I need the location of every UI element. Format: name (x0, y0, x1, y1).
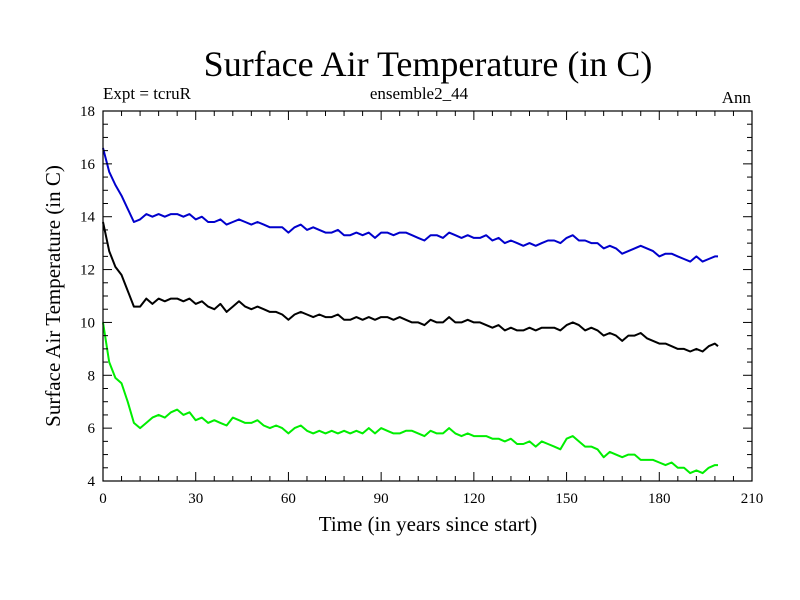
season-label: Ann (722, 88, 752, 107)
x-tick-label: 210 (741, 491, 764, 507)
y-tick-label: 18 (80, 104, 95, 120)
chart-title: Surface Air Temperature (in C) (204, 44, 653, 84)
series-line-2 (102, 221, 719, 353)
x-tick-label: 90 (374, 491, 389, 507)
plot-frame (102, 110, 753, 482)
x-tick-label: 150 (555, 491, 578, 507)
axis-tick-labels: 0 30 60 90 120 150 180 210 4 6 8 10 12 14 16 18 (80, 104, 763, 507)
y-tick-label: 10 (80, 315, 95, 331)
series-line-3 (102, 322, 718, 475)
experiment-label: Expt = tcruR (103, 84, 192, 103)
y-tick-label: 12 (80, 263, 95, 279)
y-tick-label: 4 (88, 474, 96, 490)
ensemble-label: ensemble2_44 (370, 84, 469, 103)
plot-lines (102, 147, 719, 475)
axis-ticks (102, 110, 753, 482)
x-axis-label: Time (in years since start) (319, 512, 538, 536)
x-tick-label: 120 (463, 491, 486, 507)
y-tick-label: 14 (80, 210, 96, 226)
x-tick-label: 30 (188, 491, 203, 507)
x-tick-label: 180 (648, 491, 671, 507)
x-tick-label: 0 (99, 491, 107, 507)
y-axis-label: Surface Air Temperature (in C) (41, 165, 65, 427)
series-line-1 (102, 147, 718, 263)
x-tick-label: 60 (281, 491, 296, 507)
y-tick-label: 6 (88, 421, 96, 437)
y-tick-label: 8 (88, 368, 96, 384)
y-tick-label: 16 (80, 157, 96, 173)
